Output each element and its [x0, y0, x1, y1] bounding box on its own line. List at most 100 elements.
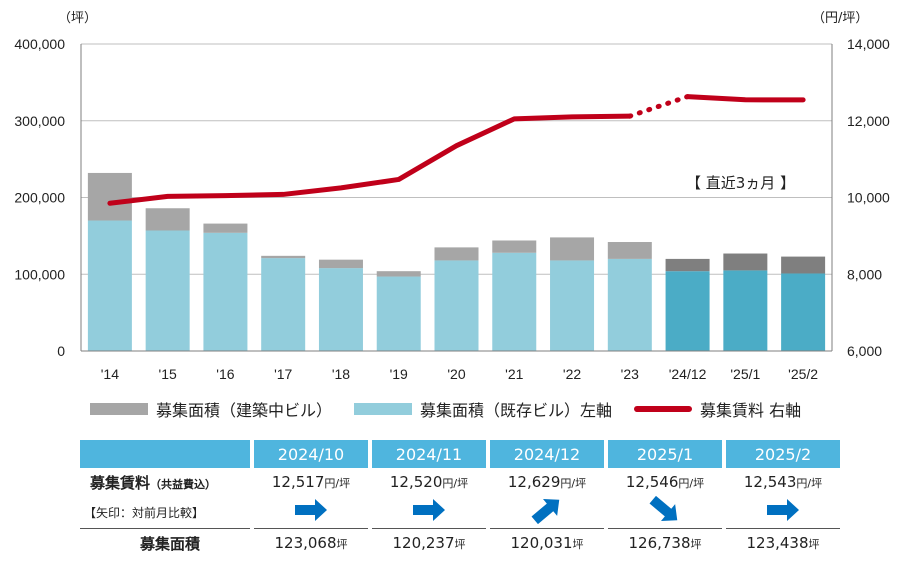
bar-existing	[665, 271, 710, 351]
rent-cell: 12,517円/坪	[250, 468, 370, 496]
legend-swatch-under-construction	[90, 403, 148, 415]
area-value: 120,237	[392, 534, 455, 552]
arrow-shape	[649, 495, 678, 521]
bar-under-construction	[203, 223, 248, 233]
category-tick-label: '21	[505, 366, 523, 382]
bar-under-construction	[665, 258, 710, 272]
area-cell: 126,738坪	[604, 528, 724, 557]
table-row-rent: 募集賃料（共益費込） 12,517円/坪 12,520円/坪 12,629円/坪…	[80, 468, 840, 496]
arrow-polygon	[649, 495, 678, 521]
table-header-blank	[80, 440, 252, 468]
arrow-polygon	[531, 499, 560, 525]
left-tick-label: 300,000	[14, 113, 65, 129]
rent-note: （共益費込）	[150, 477, 217, 491]
bar-under-construction	[318, 259, 363, 269]
bar-existing	[607, 258, 652, 351]
arrow-cell	[722, 496, 840, 529]
bar-under-construction	[607, 242, 652, 259]
bar-existing	[434, 260, 479, 351]
rent-cell: 12,520円/坪	[368, 468, 488, 496]
arrow-right-icon	[761, 496, 805, 528]
arrow-polygon	[295, 499, 327, 521]
bar-existing	[87, 220, 132, 351]
legend-item-existing: 募集面積（既存ビル）左軸	[354, 397, 612, 421]
rent-value: 12,546	[625, 473, 679, 491]
bar-existing	[318, 268, 363, 351]
area-unit: 坪	[454, 538, 466, 551]
axes: 0 100,000 200,000 300,000 400,000 6,000 8,000 1…	[14, 36, 890, 382]
area-value: 120,031	[510, 534, 573, 552]
rent-row-label: 募集賃料（共益費込）	[80, 468, 252, 496]
area-unit: 坪	[690, 538, 702, 551]
arrow-shape	[413, 499, 445, 521]
bar-existing	[203, 232, 248, 351]
right-tick-label: 10,000	[847, 190, 890, 206]
bar-existing	[492, 252, 537, 351]
arrow-cell	[250, 496, 370, 529]
legend-label-rent: 募集賃料 右軸	[700, 401, 802, 420]
arrow-shape	[531, 499, 560, 525]
bar-existing	[781, 273, 826, 351]
bar-under-construction	[261, 255, 306, 259]
summary-table: 2024/10 2024/11 2024/12 2025/1 2025/2 募集…	[80, 440, 840, 557]
arrow-cell	[486, 496, 606, 529]
rent-label: 募集賃料	[90, 473, 151, 492]
area-cell: 123,438坪	[722, 528, 840, 557]
legend-swatch-rent	[634, 406, 693, 412]
area-value: 123,068	[274, 534, 337, 552]
rent-unit: 円/坪	[678, 477, 705, 490]
arrow-shape	[295, 499, 327, 521]
bar-existing	[261, 258, 306, 351]
table-header-month: 2025/1	[604, 440, 724, 468]
legend-item-rent: 募集賃料 右軸	[634, 397, 801, 421]
bar-under-construction	[434, 247, 479, 261]
category-tick-label: '19	[390, 366, 408, 382]
area-cell: 120,237坪	[368, 528, 488, 557]
rent-cell: 12,543円/坪	[722, 468, 840, 496]
arrow-cell	[368, 496, 488, 529]
category-tick-label: '25/2	[788, 366, 818, 382]
right-tick-label: 8,000	[847, 266, 882, 282]
arrow-up-right-icon	[525, 496, 569, 528]
rent-value: 12,520	[389, 473, 443, 491]
area-value: 123,438	[746, 534, 809, 552]
right-tick-label: 12,000	[847, 113, 890, 129]
table-header-month: 2024/11	[368, 440, 488, 468]
rent-line-solid	[107, 113, 633, 206]
bar-under-construction	[550, 237, 595, 261]
rent-value: 12,517	[271, 473, 325, 491]
area-unit: 坪	[336, 538, 348, 551]
left-tick-label: 100,000	[14, 266, 65, 282]
area-cell: 123,068坪	[250, 528, 370, 557]
right-tick-label: 6,000	[847, 343, 882, 359]
rent-line-recent	[685, 94, 806, 103]
rent-line-dotted	[627, 94, 691, 119]
table-row-arrows: 【矢印：対前月比較】	[80, 495, 840, 529]
legend-swatch-existing	[354, 403, 413, 415]
legend-item-under-construction: 募集面積（建築中ビル）	[90, 397, 332, 421]
arrow-polygon	[767, 499, 799, 521]
rent-unit: 円/坪	[560, 477, 587, 490]
category-tick-label: '23	[621, 366, 639, 382]
rent-unit: 円/坪	[796, 477, 823, 490]
arrow-polygon	[413, 499, 445, 521]
table-header-month: 2024/10	[250, 440, 370, 468]
bar-under-construction	[87, 172, 132, 221]
right-tick-label: 14,000	[847, 36, 890, 52]
recent-annotation: 【 直近3ヵ月 】	[686, 174, 795, 192]
bars	[87, 172, 826, 351]
bar-existing	[550, 260, 595, 351]
gridlines	[81, 43, 832, 275]
category-tick-label: '16	[216, 366, 234, 382]
rent-unit: 円/坪	[442, 477, 469, 490]
bar-under-construction	[492, 240, 537, 253]
arrow-right-icon	[289, 496, 333, 528]
table-header-month: 2024/12	[486, 440, 606, 468]
table-header-row: 2024/10 2024/11 2024/12 2025/1 2025/2	[80, 440, 840, 468]
bar-under-construction	[723, 253, 768, 271]
left-tick-label: 400,000	[14, 36, 65, 52]
rent-value: 12,543	[743, 473, 797, 491]
area-value: 126,738	[628, 534, 691, 552]
table-header-month: 2025/2	[722, 440, 840, 468]
area-cell: 120,031坪	[486, 528, 606, 557]
